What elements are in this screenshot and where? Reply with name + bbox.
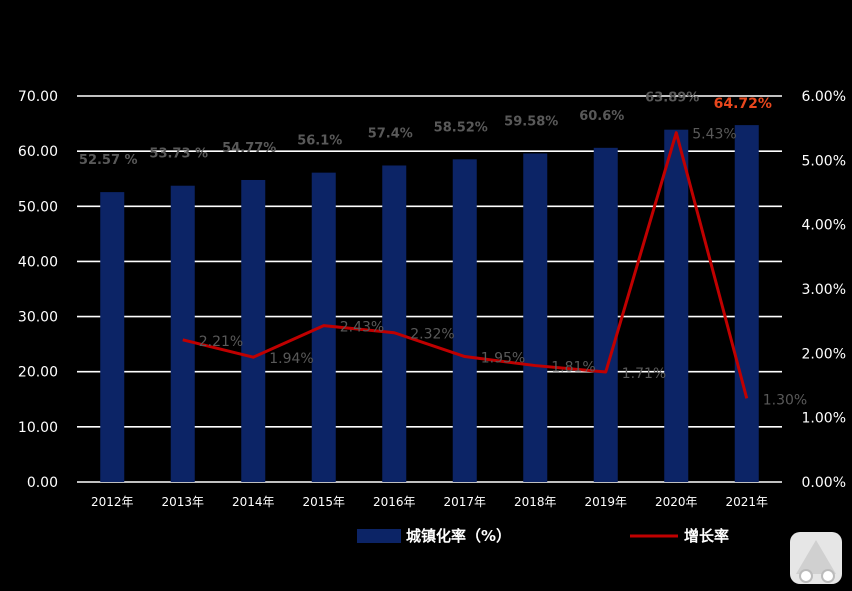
left-axis: 0.00 10.00 20.00 30.00 40.00 50.00 60.00 70.00: [18, 89, 58, 491]
y-right-tick-label: 1.00%: [802, 411, 846, 427]
y-left-tick-label: 20.00: [18, 365, 58, 381]
line-data-labels: 2.21% 1.94% 2.43% 2.32% 1.95% 1.81% 1.71% 5.43%…: [199, 127, 807, 409]
right-axis: 0.00% 1.00% 2.00% 3.00% 4.00% 5.00% 6.00%: [802, 89, 846, 491]
y-left-tick-label: 60.00: [18, 144, 58, 160]
legend-label-line: 增长率: [684, 527, 729, 545]
bar: [382, 165, 407, 483]
y-right-tick-label: 2.00%: [802, 346, 846, 362]
y-right-tick-label: 4.00%: [802, 218, 846, 234]
bar-data-label: 58.52%: [434, 120, 488, 135]
x-tick-label: 2012年: [91, 495, 134, 509]
bar-data-label: 57.4%: [368, 126, 413, 141]
y-left-tick-label: 50.00: [18, 199, 58, 215]
x-tick-label: 2016年: [373, 495, 416, 509]
line-data-label: 5.43%: [692, 127, 736, 143]
bar: [523, 153, 548, 482]
x-axis: 2012年 2013年 2014年 2015年 2016年 2017年 2018年 2019年…: [91, 495, 768, 509]
line-data-label: 1.71%: [622, 366, 666, 382]
bar: [593, 147, 618, 482]
bar-data-label: 63.89%: [645, 91, 699, 106]
x-tick-label: 2018年: [514, 495, 557, 509]
line-data-label: 1.30%: [763, 392, 807, 408]
legend-swatch-bar: [357, 529, 401, 543]
bar-series: [100, 125, 759, 483]
legend-label-bar: 城镇化率（%）: [406, 527, 511, 545]
x-tick-label: 2021年: [725, 495, 768, 509]
bar: [452, 159, 477, 482]
y-right-tick-label: 5.00%: [802, 153, 846, 169]
y-left-tick-label: 30.00: [18, 310, 58, 326]
y-left-tick-label: 10.00: [18, 420, 58, 436]
bar-data-label: 54.77%: [222, 141, 276, 156]
legend: 城镇化率（%） 增长率: [357, 527, 729, 545]
line-data-label: 1.94%: [269, 351, 313, 367]
y-right-tick-label: 6.00%: [802, 89, 846, 105]
corner-logo-icon: [790, 532, 842, 584]
bar: [100, 192, 125, 482]
x-tick-label: 2019年: [584, 495, 627, 509]
line-data-label: 2.43%: [340, 320, 384, 336]
bar: [734, 125, 759, 483]
bar-data-label: 56.1%: [297, 134, 342, 149]
x-tick-label: 2020年: [655, 495, 698, 509]
bar: [241, 179, 266, 482]
line-series: [182, 131, 749, 399]
line-data-label: 1.81%: [551, 360, 595, 376]
bar-data-label: 52.57 %: [79, 153, 138, 168]
line-data-label: 2.21%: [199, 334, 243, 350]
y-left-tick-label: 70.00: [18, 89, 58, 105]
bar: [170, 185, 195, 483]
y-right-tick-label: 3.00%: [802, 282, 846, 298]
x-tick-label: 2014年: [232, 495, 275, 509]
y-left-tick-label: 0.00: [27, 475, 58, 491]
x-tick-label: 2015年: [302, 495, 345, 509]
bar-data-label: 60.6%: [579, 109, 624, 124]
bar-data-labels: 52.57 % 53.73 % 54.77% 56.1% 57.4% 58.52% 59.5…: [79, 91, 772, 168]
bar: [664, 129, 689, 482]
bar-data-label: 59.58%: [504, 114, 558, 129]
y-left-tick-label: 40.00: [18, 254, 58, 270]
bar-data-label: 64.72%: [714, 96, 772, 112]
line-data-label: 2.32%: [410, 327, 454, 343]
bar-data-label: 53.73 %: [149, 147, 208, 162]
line-data-label: 1.95%: [481, 351, 525, 367]
y-right-tick-label: 0.00%: [802, 475, 846, 491]
x-tick-label: 2013年: [161, 495, 204, 509]
x-tick-label: 2017年: [443, 495, 486, 509]
